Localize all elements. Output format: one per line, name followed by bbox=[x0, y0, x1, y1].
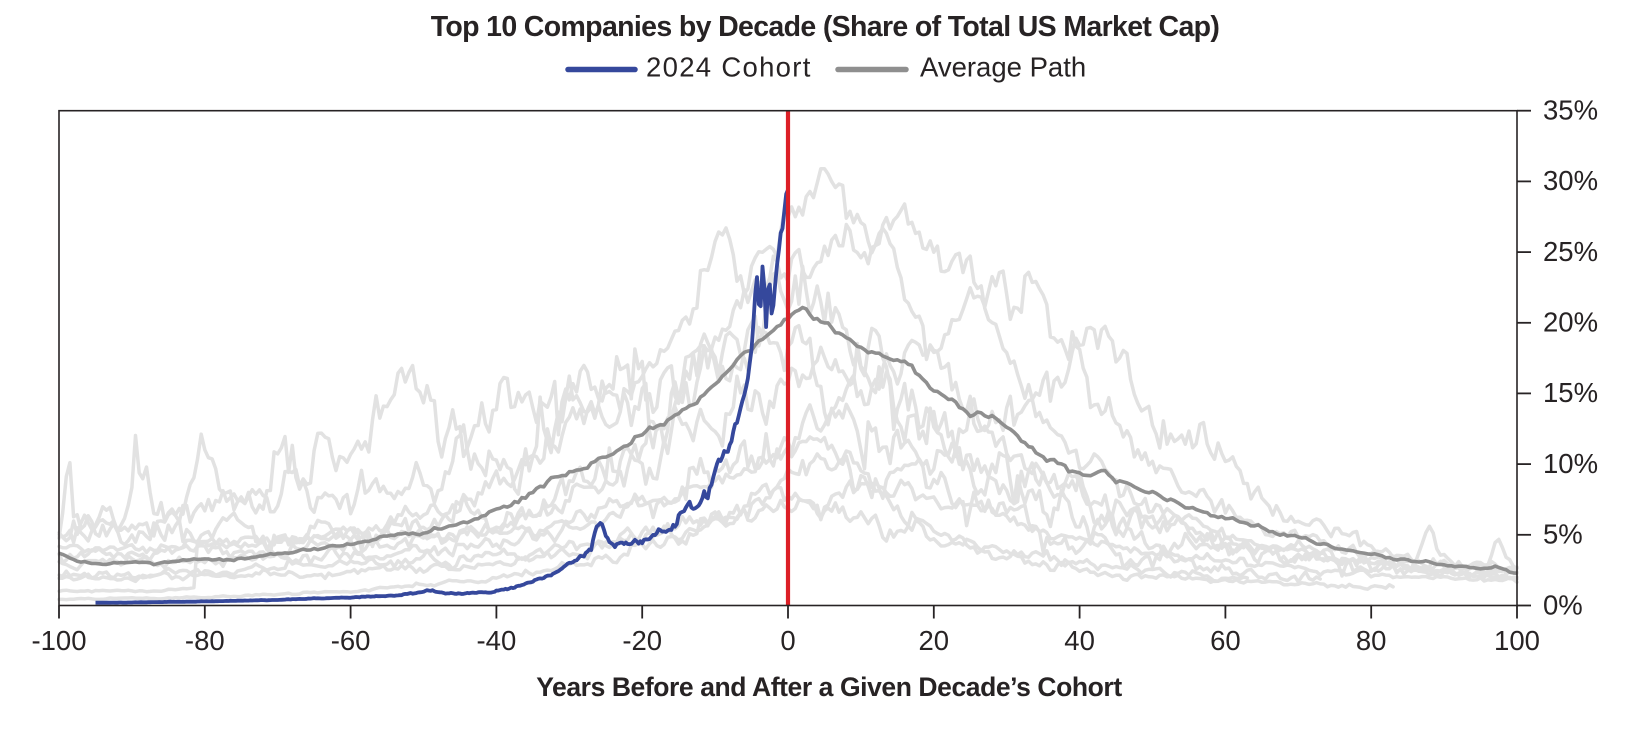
svg-text:Average Path: Average Path bbox=[920, 52, 1086, 83]
svg-text:25%: 25% bbox=[1543, 236, 1598, 267]
svg-text:20: 20 bbox=[919, 625, 950, 656]
svg-text:-20: -20 bbox=[622, 625, 662, 656]
svg-text:10%: 10% bbox=[1543, 448, 1598, 479]
svg-text:0%: 0% bbox=[1543, 589, 1583, 620]
svg-text:100: 100 bbox=[1494, 625, 1540, 656]
svg-text:40: 40 bbox=[1064, 625, 1095, 656]
svg-text:-100: -100 bbox=[31, 625, 86, 656]
svg-text:0: 0 bbox=[780, 625, 795, 656]
svg-text:60: 60 bbox=[1210, 625, 1241, 656]
svg-text:35%: 35% bbox=[1543, 95, 1598, 126]
svg-text:5%: 5% bbox=[1543, 519, 1583, 550]
svg-text:20%: 20% bbox=[1543, 307, 1598, 338]
svg-text:-40: -40 bbox=[477, 625, 517, 656]
svg-text:2024 Cohort: 2024 Cohort bbox=[646, 52, 812, 83]
svg-text:-60: -60 bbox=[331, 625, 371, 656]
svg-text:Top 10 Companies by Decade (Sh: Top 10 Companies by Decade (Share of Tot… bbox=[431, 11, 1220, 43]
svg-text:Years Before and After a Given: Years Before and After a Given Decade’s … bbox=[536, 672, 1122, 702]
svg-text:80: 80 bbox=[1356, 625, 1387, 656]
svg-text:30%: 30% bbox=[1543, 165, 1598, 196]
svg-text:15%: 15% bbox=[1543, 377, 1598, 408]
svg-text:-80: -80 bbox=[185, 625, 225, 656]
